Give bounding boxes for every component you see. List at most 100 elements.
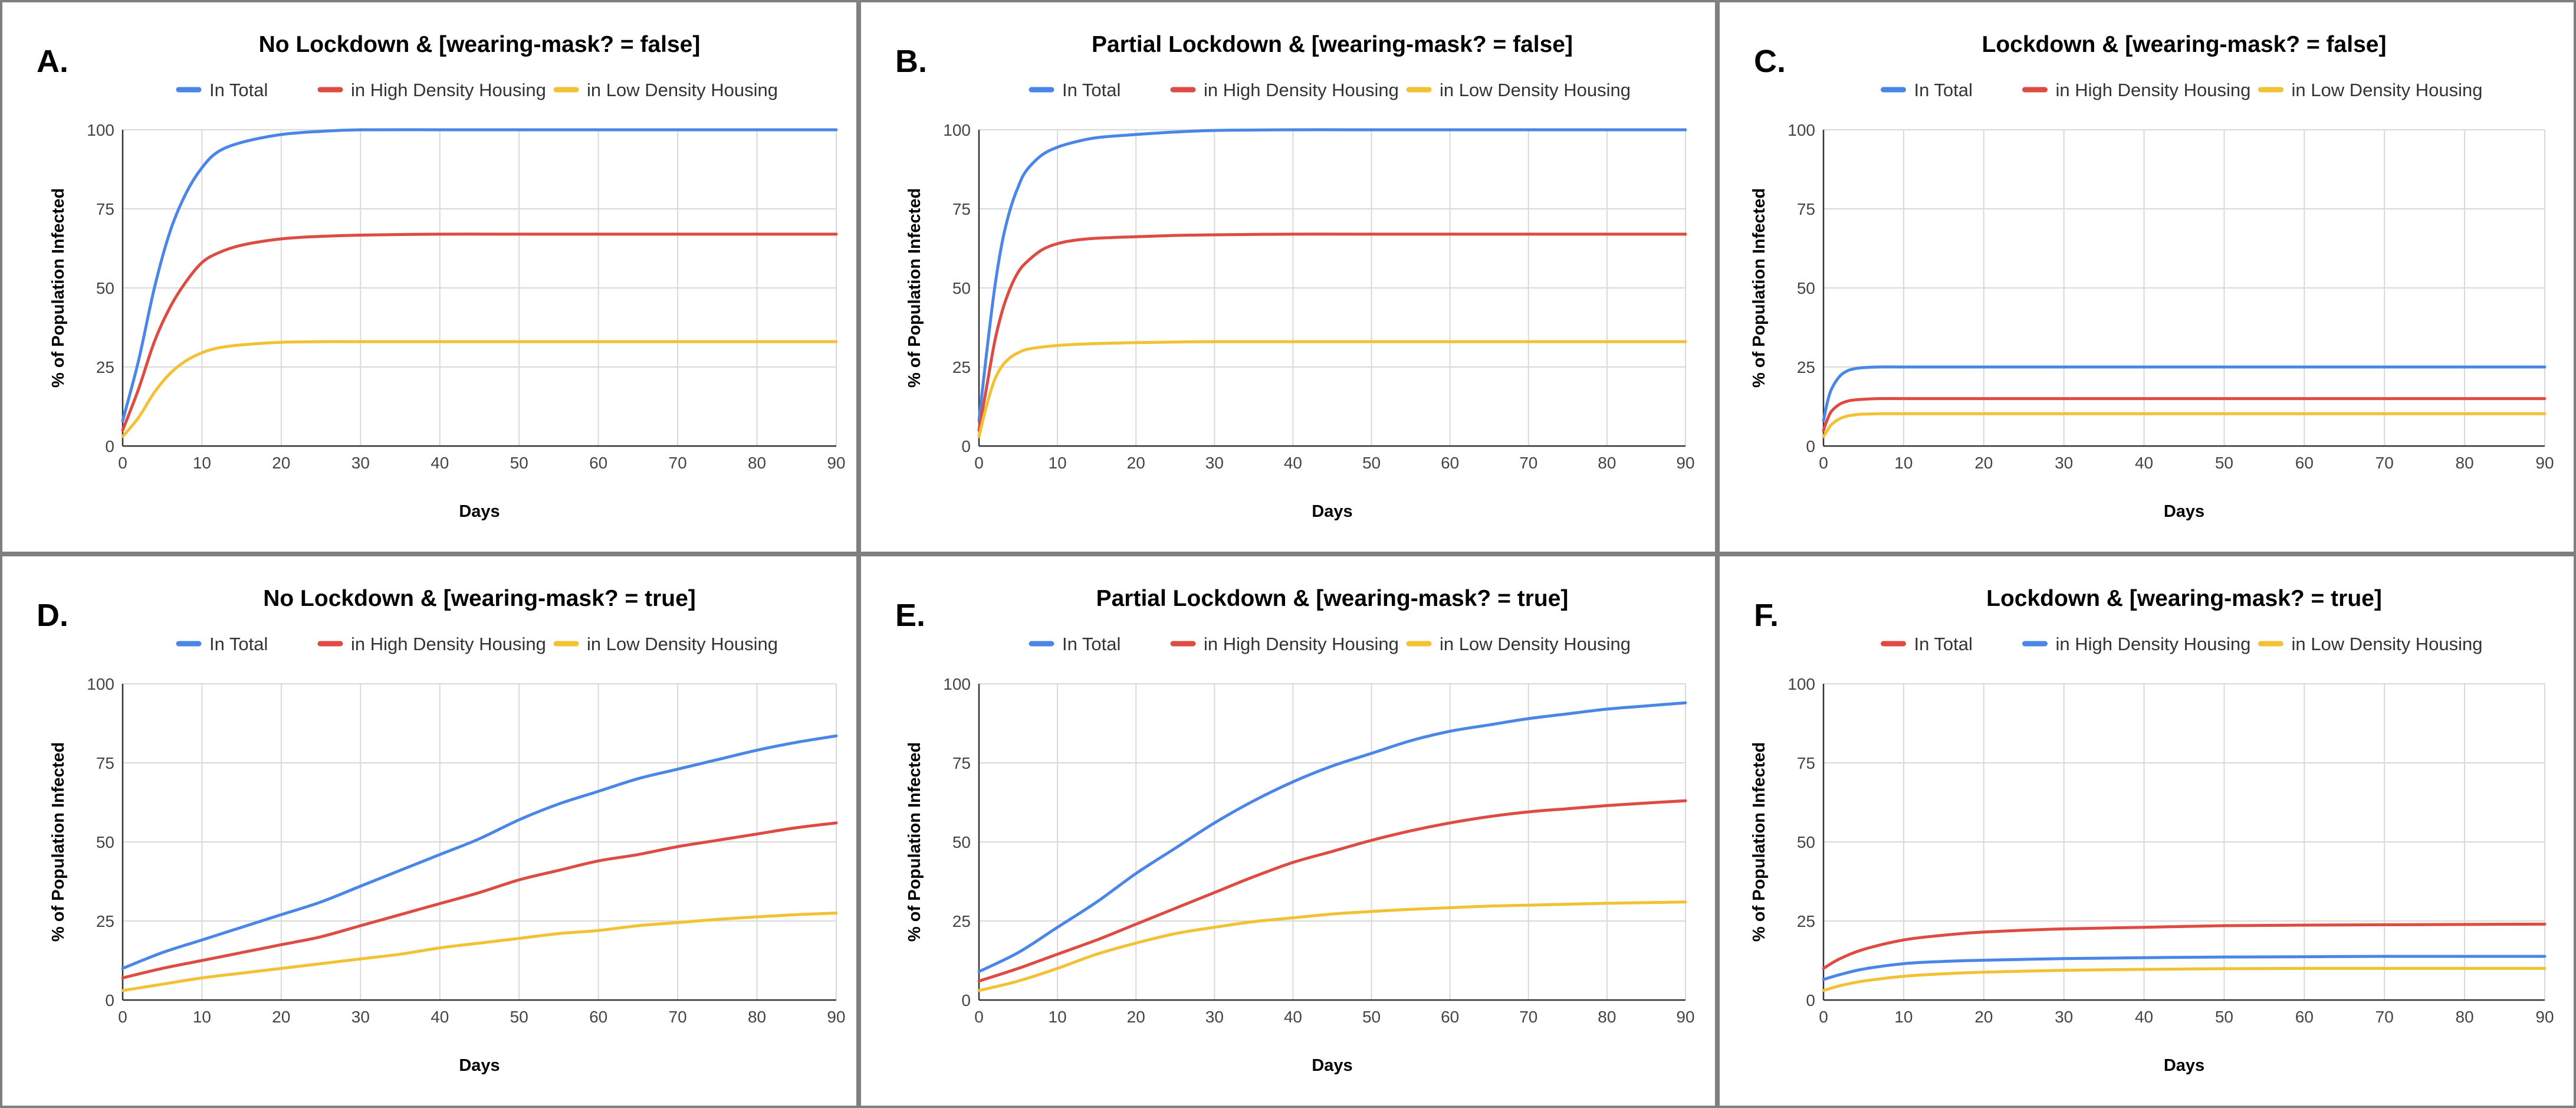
x-tick-label: 90 bbox=[1676, 454, 1694, 472]
y-axis-title: % of Population Infected bbox=[1750, 188, 1769, 388]
series-line-in-low-density-housing bbox=[1822, 412, 2547, 438]
legend-entry: in Low Density Housing bbox=[2292, 634, 2483, 654]
legend-entry: In Total bbox=[209, 80, 268, 100]
x-tick-label: 40 bbox=[431, 1008, 449, 1026]
y-tick-label: 75 bbox=[96, 754, 114, 772]
x-tick-label: 0 bbox=[118, 1008, 127, 1026]
x-tick-label: 70 bbox=[2375, 454, 2394, 472]
x-tick-label: 10 bbox=[1894, 454, 1913, 472]
y-tick-label: 25 bbox=[96, 358, 114, 376]
x-tick-label: 70 bbox=[669, 454, 687, 472]
y-axis-title: % of Population Infected bbox=[49, 742, 68, 942]
chart-title: Partial Lockdown & [wearing-mask? = fals… bbox=[1092, 32, 1573, 57]
y-tick-label: 50 bbox=[1797, 833, 1815, 851]
x-tick-label: 10 bbox=[1894, 1008, 1913, 1026]
x-axis-title: Days bbox=[1312, 502, 1352, 521]
chart-panel-c: C. Lockdown & [wearing-mask? = false] In T… bbox=[1717, 0, 2576, 554]
panel-letter: E. bbox=[895, 598, 925, 633]
x-axis-title: Days bbox=[2164, 502, 2204, 521]
legend-entry: In Total bbox=[1062, 80, 1121, 100]
legend-entry: in Low Density Housing bbox=[2292, 80, 2483, 100]
y-tick-label: 75 bbox=[1797, 754, 1815, 772]
y-tick-label: 0 bbox=[961, 437, 971, 455]
x-tick-label: 90 bbox=[827, 454, 845, 472]
x-tick-label: 0 bbox=[974, 454, 984, 472]
chart-panel-b: B. Partial Lockdown & [wearing-mask? = fa… bbox=[859, 0, 1717, 554]
x-axis-title: Days bbox=[459, 502, 500, 521]
y-tick-label: 50 bbox=[96, 279, 114, 297]
x-tick-label: 30 bbox=[2055, 1008, 2073, 1026]
x-tick-label: 70 bbox=[669, 1008, 687, 1026]
y-tick-label: 100 bbox=[87, 675, 114, 693]
x-tick-label: 50 bbox=[1362, 1008, 1381, 1026]
series-line-in-high-density-housing bbox=[977, 232, 1687, 432]
x-axis-title: Days bbox=[459, 1056, 500, 1075]
x-tick-label: 0 bbox=[1819, 1008, 1828, 1026]
y-axis-title: % of Population Infected bbox=[49, 188, 68, 388]
series-line-in-high-density-housing bbox=[977, 799, 1687, 983]
panel-border bbox=[1717, 0, 2576, 554]
chart-title: Lockdown & [wearing-mask? = true] bbox=[1986, 586, 2382, 611]
y-tick-label: 75 bbox=[952, 754, 971, 772]
y-tick-label: 100 bbox=[87, 121, 114, 139]
series-line-in-high-density-housing bbox=[121, 821, 838, 979]
x-tick-label: 60 bbox=[589, 454, 607, 472]
legend-entry: in Low Density Housing bbox=[1440, 634, 1631, 654]
series-line-in-low-density-housing bbox=[977, 340, 1687, 438]
chart-panel-f: F. Lockdown & [wearing-mask? = true] In To… bbox=[1717, 554, 2576, 1108]
x-tick-label: 30 bbox=[351, 1008, 370, 1026]
y-tick-label: 75 bbox=[96, 200, 114, 218]
panel-border bbox=[859, 0, 1717, 554]
x-tick-label: 40 bbox=[1284, 454, 1302, 472]
x-tick-label: 80 bbox=[2456, 454, 2474, 472]
y-tick-label: 50 bbox=[96, 833, 114, 851]
panel-border bbox=[0, 554, 859, 1108]
series-line-in-total bbox=[121, 128, 838, 422]
chart-panel-e: E. Partial Lockdown & [wearing-mask? = tr… bbox=[859, 554, 1717, 1108]
x-tick-label: 20 bbox=[1974, 1008, 1993, 1026]
x-tick-label: 90 bbox=[2535, 454, 2554, 472]
legend-entry: In Total bbox=[1914, 634, 1973, 654]
series-line-in-total bbox=[1822, 365, 2547, 422]
x-tick-label: 90 bbox=[827, 1008, 845, 1026]
x-tick-label: 20 bbox=[272, 1008, 290, 1026]
x-tick-label: 20 bbox=[272, 454, 290, 472]
y-tick-label: 0 bbox=[105, 991, 114, 1009]
x-tick-label: 90 bbox=[1676, 1008, 1694, 1026]
legend-entry: in High Density Housing bbox=[351, 634, 546, 654]
legend-entry: in Low Density Housing bbox=[587, 80, 778, 100]
x-tick-label: 30 bbox=[1205, 1008, 1224, 1026]
x-tick-label: 20 bbox=[1127, 454, 1145, 472]
y-tick-label: 0 bbox=[105, 437, 114, 455]
y-tick-label: 25 bbox=[1797, 912, 1815, 930]
x-tick-label: 0 bbox=[118, 454, 127, 472]
x-tick-label: 80 bbox=[2456, 1008, 2474, 1026]
x-tick-label: 40 bbox=[2135, 1008, 2153, 1026]
legend-entry: in High Density Housing bbox=[351, 80, 546, 100]
y-tick-label: 100 bbox=[943, 675, 971, 693]
chart-title: No Lockdown & [wearing-mask? = false] bbox=[259, 32, 701, 57]
series-line-in-low-density-housing bbox=[977, 900, 1687, 992]
x-tick-label: 60 bbox=[2295, 454, 2314, 472]
x-tick-label: 40 bbox=[1284, 1008, 1302, 1026]
legend-entry: in Low Density Housing bbox=[1440, 80, 1631, 100]
y-axis-title: % of Population Infected bbox=[1750, 742, 1769, 942]
panel-letter: B. bbox=[895, 44, 927, 79]
series-line-in-total bbox=[121, 734, 838, 970]
series-line-in-total bbox=[977, 701, 1687, 973]
x-tick-label: 50 bbox=[510, 454, 528, 472]
panel-border bbox=[0, 0, 859, 554]
legend-entry: in High Density Housing bbox=[1204, 634, 1399, 654]
x-tick-label: 40 bbox=[2135, 454, 2153, 472]
chart-panel-d: D. No Lockdown & [wearing-mask? = true] In… bbox=[0, 554, 859, 1108]
panel-letter: F. bbox=[1754, 598, 1779, 633]
legend-entry: In Total bbox=[1062, 634, 1121, 654]
legend-entry: in High Density Housing bbox=[2056, 634, 2251, 654]
x-tick-label: 50 bbox=[510, 1008, 528, 1026]
x-tick-label: 60 bbox=[1441, 1008, 1459, 1026]
series-line-in-high-density-housing bbox=[121, 232, 838, 432]
y-tick-label: 50 bbox=[952, 279, 971, 297]
y-tick-label: 25 bbox=[952, 358, 971, 376]
x-tick-label: 10 bbox=[1049, 454, 1067, 472]
